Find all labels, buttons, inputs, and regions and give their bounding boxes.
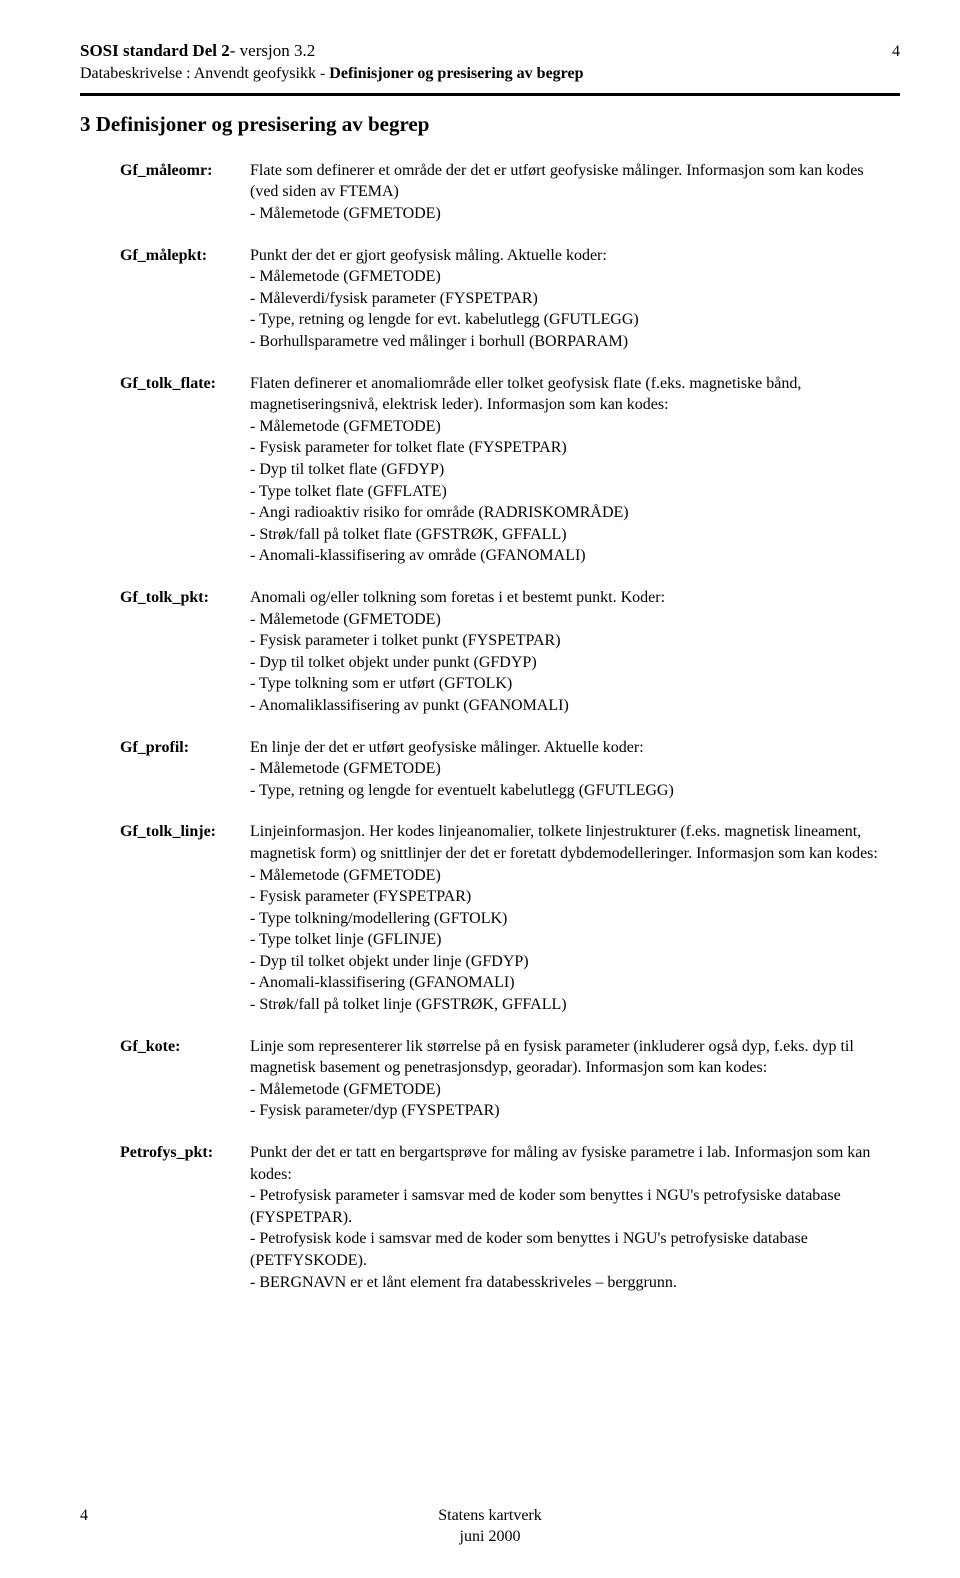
definition-body: Flate som definerer et område der det er… <box>250 160 890 225</box>
definition-item: - Strøk/fall på tolket linje (GFSTRØK, G… <box>250 994 890 1016</box>
definition-block: Gf_kote:Linje som representerer lik stør… <box>80 1036 900 1122</box>
definition-item: - Målemetode (GFMETODE) <box>250 416 890 438</box>
definition-item: - Fysisk parameter/dyp (FYSPETPAR) <box>250 1100 890 1122</box>
definition-item: - Type tolket flate (GFFLATE) <box>250 481 890 503</box>
page-footer: 4 Statens kartverk juni 2000 <box>80 1505 900 1548</box>
definition-item: - Dyp til tolket objekt under linje (GFD… <box>250 951 890 973</box>
definition-item: - Type tolkning/modellering (GFTOLK) <box>250 908 890 930</box>
definition-term: Gf_tolk_flate: <box>120 373 250 567</box>
definition-term: Gf_målepkt: <box>120 245 250 353</box>
definition-item: - Type, retning og lengde for evt. kabel… <box>250 309 890 331</box>
header-title-bold: SOSI standard Del 2 <box>80 41 230 60</box>
definition-block: Gf_målepkt:Punkt der det er gjort geofys… <box>80 245 900 353</box>
definition-item: - Anomali-klassifisering (GFANOMALI) <box>250 972 890 994</box>
definition-item: - Strøk/fall på tolket flate (GFSTRØK, G… <box>250 524 890 546</box>
header-subtitle-plain: Databeskrivelse : Anvendt geofysikk - <box>80 65 329 82</box>
definition-item: - Fysisk parameter (FYSPETPAR) <box>250 886 890 908</box>
header-rule <box>80 93 900 96</box>
definition-body: En linje der det er utført geofysiske må… <box>250 737 890 802</box>
definition-block: Gf_måleomr:Flate som definerer et område… <box>80 160 900 225</box>
page-number-bottom: 4 <box>80 1505 88 1527</box>
definition-item: - Målemetode (GFMETODE) <box>250 865 890 887</box>
definition-item: - Målemetode (GFMETODE) <box>250 1079 890 1101</box>
definition-item: - Type tolkning som er utført (GFTOLK) <box>250 673 890 695</box>
definition-term: Gf_tolk_linje: <box>120 821 250 1015</box>
definition-intro: En linje der det er utført geofysiske må… <box>250 737 890 759</box>
definition-body: Linje som representerer lik størrelse på… <box>250 1036 890 1122</box>
definition-block: Gf_tolk_linje:Linjeinformasjon. Her kode… <box>80 821 900 1015</box>
definition-item: - Målemetode (GFMETODE) <box>250 609 890 631</box>
definition-item: - Fysisk parameter i tolket punkt (FYSPE… <box>250 630 890 652</box>
section-heading: 3 Definisjoner og presisering av begrep <box>80 110 900 138</box>
definition-term: Gf_kote: <box>120 1036 250 1122</box>
definition-block: Gf_tolk_flate:Flaten definerer et anomal… <box>80 373 900 567</box>
definition-body: Punkt der det er gjort geofysisk måling.… <box>250 245 890 353</box>
page-number-top: 4 <box>892 41 900 63</box>
definition-item: - Petrofysisk kode i samsvar med de kode… <box>250 1228 890 1271</box>
definition-intro: Flaten definerer et anomaliområde eller … <box>250 373 890 416</box>
footer-org: Statens kartverk <box>438 1507 542 1524</box>
definition-body: Punkt der det er tatt en bergartsprøve f… <box>250 1142 890 1293</box>
definition-intro: Punkt der det er tatt en bergartsprøve f… <box>250 1142 890 1185</box>
page-header: SOSI standard Del 2- versjon 3.2 4 Datab… <box>80 40 900 85</box>
definition-term: Gf_tolk_pkt: <box>120 587 250 717</box>
definition-item: - Type, retning og lengde for eventuelt … <box>250 780 890 802</box>
footer-inner: 4 Statens kartverk juni 2000 <box>80 1505 900 1548</box>
definition-body: Anomali og/eller tolkning som foretas i … <box>250 587 890 717</box>
definition-block: Petrofys_pkt:Punkt der det er tatt en be… <box>80 1142 900 1293</box>
definition-item: - Borhullsparametre ved målinger i borhu… <box>250 331 890 353</box>
definition-item: - Petrofysisk parameter i samsvar med de… <box>250 1185 890 1228</box>
definition-item: - Målemetode (GFMETODE) <box>250 758 890 780</box>
definition-intro: Anomali og/eller tolkning som foretas i … <box>250 587 890 609</box>
definition-intro: Linjeinformasjon. Her kodes linjeanomali… <box>250 821 890 864</box>
definition-body: Linjeinformasjon. Her kodes linjeanomali… <box>250 821 890 1015</box>
definition-body: Flaten definerer et anomaliområde eller … <box>250 373 890 567</box>
definition-term: Gf_profil: <box>120 737 250 802</box>
definition-item: - Anomali-klassifisering av område (GFAN… <box>250 545 890 567</box>
definition-item: - Dyp til tolket objekt under punkt (GFD… <box>250 652 890 674</box>
header-title-rest: - versjon 3.2 <box>230 41 315 60</box>
definition-item: - Dyp til tolket flate (GFDYP) <box>250 459 890 481</box>
definition-item: - Anomaliklassifisering av punkt (GFANOM… <box>250 695 890 717</box>
definition-item: - Målemetode (GFMETODE) <box>250 266 890 288</box>
definition-term: Petrofys_pkt: <box>120 1142 250 1293</box>
footer-date: juni 2000 <box>460 1528 521 1545</box>
definition-item: - BERGNAVN er et lånt element fra databe… <box>250 1272 890 1294</box>
definition-item: - Fysisk parameter for tolket flate (FYS… <box>250 437 890 459</box>
definition-item: - Målemetode (GFMETODE) <box>250 203 890 225</box>
definition-term: Gf_måleomr: <box>120 160 250 225</box>
header-title-2: Databeskrivelse : Anvendt geofysikk - De… <box>80 63 900 85</box>
definition-item: - Måleverdi/fysisk parameter (FYSPETPAR) <box>250 288 890 310</box>
definition-block: Gf_profil:En linje der det er utført geo… <box>80 737 900 802</box>
definition-block: Gf_tolk_pkt:Anomali og/eller tolkning so… <box>80 587 900 717</box>
definition-intro: Punkt der det er gjort geofysisk måling.… <box>250 245 890 267</box>
definitions-list: Gf_måleomr:Flate som definerer et område… <box>80 160 900 1293</box>
definition-intro: Flate som definerer et område der det er… <box>250 160 890 203</box>
definition-intro: Linje som representerer lik størrelse på… <box>250 1036 890 1079</box>
definition-item: - Angi radioaktiv risiko for område (RAD… <box>250 502 890 524</box>
header-row-1: SOSI standard Del 2- versjon 3.2 4 <box>80 40 900 63</box>
header-title-1: SOSI standard Del 2- versjon 3.2 <box>80 40 315 63</box>
definition-item: - Type tolket linje (GFLINJE) <box>250 929 890 951</box>
header-subtitle-bold: Definisjoner og presisering av begrep <box>329 65 583 82</box>
